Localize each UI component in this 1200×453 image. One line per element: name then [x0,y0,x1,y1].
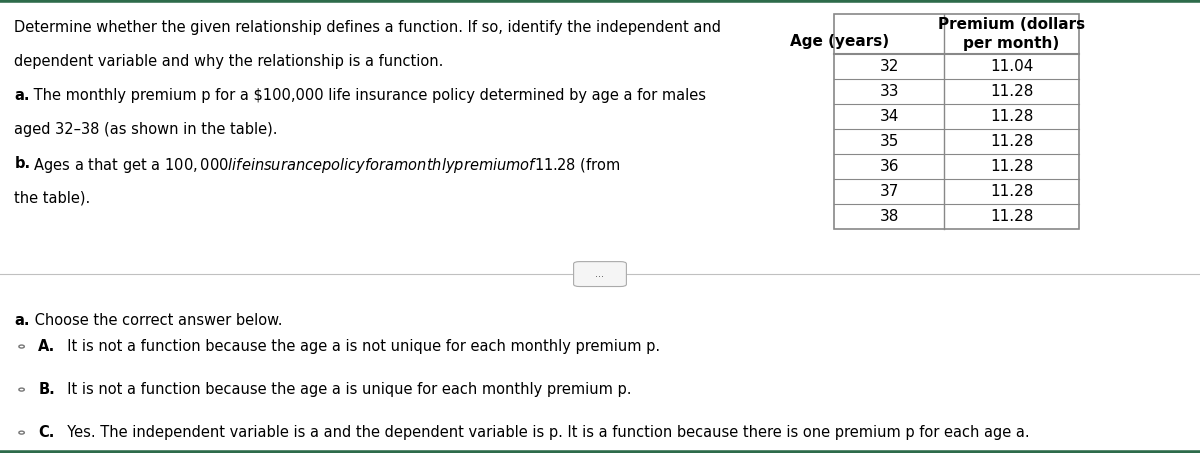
Text: Determine whether the given relationship defines a function. If so, identify the: Determine whether the given relationship… [14,20,721,35]
Text: It is not a function because the age a is not unique for each monthly premium p.: It is not a function because the age a i… [58,339,660,354]
Text: It is not a function because the age a is unique for each monthly premium p.: It is not a function because the age a i… [58,382,631,397]
Text: 11.28: 11.28 [990,84,1033,99]
Text: 11.28: 11.28 [990,109,1033,124]
Text: Ages a that get a $100,000 life insurance policy for a monthly premium of $11.28: Ages a that get a $100,000 life insuranc… [29,156,620,175]
Text: A.: A. [38,339,55,354]
Text: Age (years): Age (years) [790,34,889,49]
Text: dependent variable and why the relationship is a function.: dependent variable and why the relations… [14,54,444,69]
Text: 36: 36 [880,159,899,174]
Text: b.: b. [14,156,30,171]
Text: aged 32–38 (as shown in the table).: aged 32–38 (as shown in the table). [14,122,278,137]
Text: 32: 32 [880,59,899,74]
Text: 11.28: 11.28 [990,159,1033,174]
Text: 11.28: 11.28 [990,209,1033,224]
Text: the table).: the table). [14,190,91,205]
Text: B.: B. [38,382,55,397]
Text: 37: 37 [880,184,899,199]
FancyBboxPatch shape [574,262,626,287]
Text: 33: 33 [880,84,899,99]
Text: 35: 35 [880,134,899,149]
Text: Yes. The independent variable is a and the dependent variable is p. It is a func: Yes. The independent variable is a and t… [58,425,1030,440]
Text: Premium (dollars
per month): Premium (dollars per month) [938,17,1085,51]
Text: a.: a. [14,313,30,328]
Text: 11.28: 11.28 [990,134,1033,149]
Text: The monthly premium p for a $100,000 life insurance policy determined by age a f: The monthly premium p for a $100,000 lif… [29,88,706,103]
Text: 38: 38 [880,209,899,224]
Text: 34: 34 [880,109,899,124]
Text: C.: C. [38,425,55,440]
Text: 11.28: 11.28 [990,184,1033,199]
Text: 11.04: 11.04 [990,59,1033,74]
Text: ...: ... [595,269,605,279]
Text: Choose the correct answer below.: Choose the correct answer below. [30,313,282,328]
FancyBboxPatch shape [834,14,1079,229]
Text: a.: a. [14,88,30,103]
